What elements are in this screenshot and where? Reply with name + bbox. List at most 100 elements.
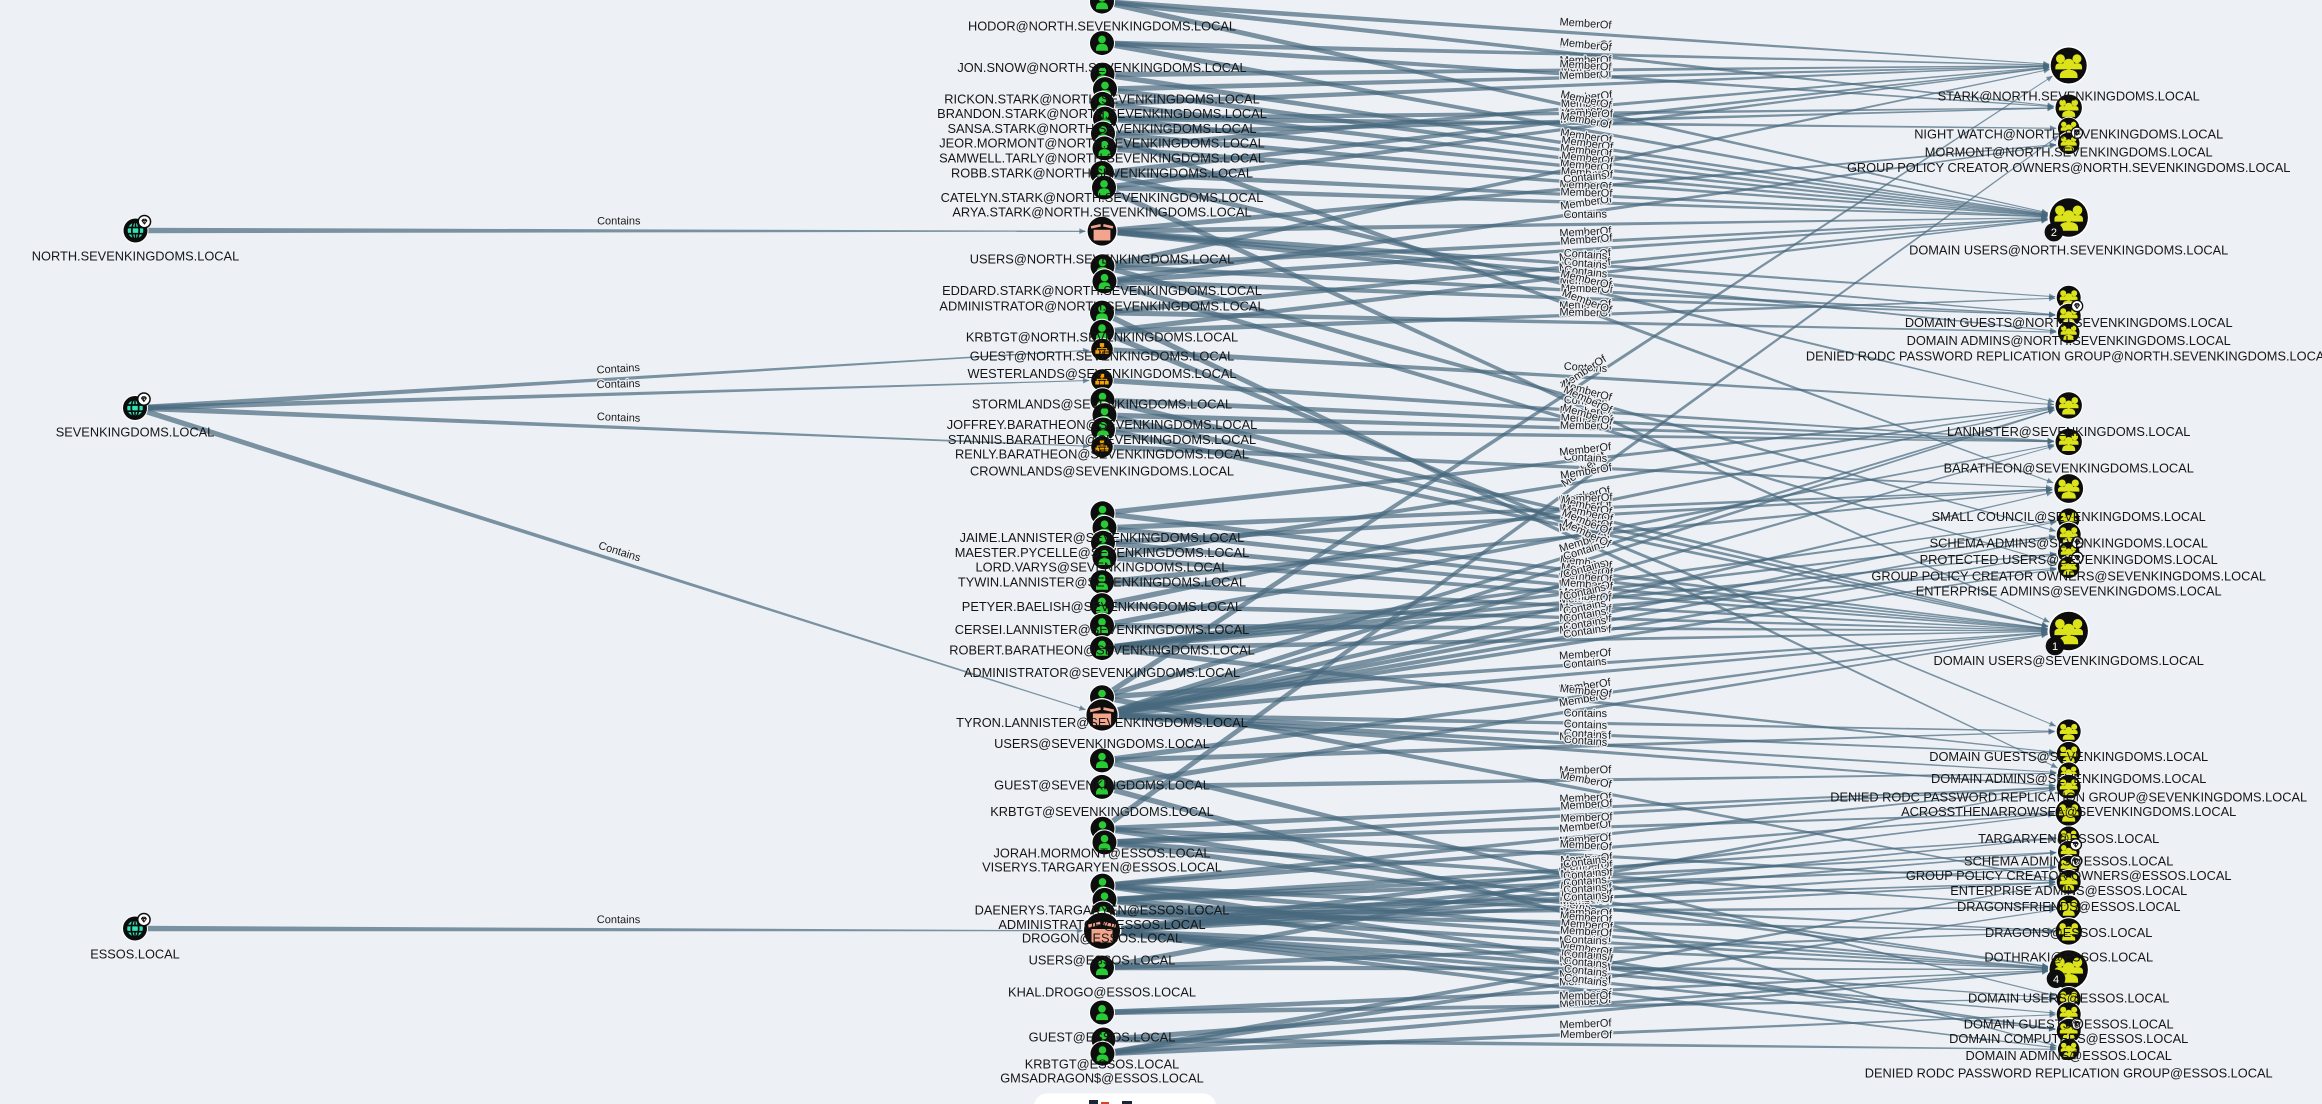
svg-text:MemberOf: MemberOf [1560, 404, 1613, 418]
svg-text:MemberOf: MemberOf [1560, 54, 1613, 66]
svg-text:DOMAIN USERS@ESSOS.LOCAL: DOMAIN USERS@ESSOS.LOCAL [1968, 991, 2169, 1006]
svg-text:MemberOf: MemberOf [1559, 730, 1612, 744]
svg-text:ARYA.STARK@NORTH.SEVENKINGDOMS: ARYA.STARK@NORTH.SEVENKINGDOMS.LOCAL [952, 205, 1251, 220]
svg-text:DOMAIN USERS@SEVENKINGDOMS.LOC: DOMAIN USERS@SEVENKINGDOMS.LOCAL [1933, 653, 2203, 668]
svg-text:LORD.VARYS@SEVENKINGDOMS.LOCAL: LORD.VARYS@SEVENKINGDOMS.LOCAL [976, 560, 1229, 575]
svg-text:MemberOf: MemberOf [1559, 590, 1613, 606]
svg-text:MemberOf: MemberOf [1560, 158, 1614, 175]
svg-text:Contains: Contains [1563, 361, 1608, 376]
svg-text:STORMLANDS@SEVENKINGDOMS.LOCAL: STORMLANDS@SEVENKINGDOMS.LOCAL [972, 397, 1232, 412]
svg-text:ACROSSTHENARROWSEA@SEVENKINGDO: ACROSSTHENARROWSEA@SEVENKINGDOMS.LOCAL [1901, 804, 2236, 819]
svg-text:PROTECTED USERS@SEVENKINGDOMS.: PROTECTED USERS@SEVENKINGDOMS.LOCAL [1920, 552, 2218, 567]
svg-text:MemberOf: MemberOf [1560, 859, 1613, 874]
svg-text:MemberOf: MemberOf [1560, 851, 1614, 866]
svg-text:MORMONT@NORTH.SEVENKINGDOMS.LO: MORMONT@NORTH.SEVENKINGDOMS.LOCAL [1925, 145, 2213, 160]
svg-text:Contains: Contains [1563, 955, 1608, 971]
svg-text:MemberOf: MemberOf [1559, 953, 1612, 965]
svg-text:KHAL.DROGO@ESSOS.LOCAL: KHAL.DROGO@ESSOS.LOCAL [1008, 984, 1196, 999]
svg-text:Contains: Contains [1563, 264, 1608, 281]
svg-text:DOMAIN ADMINS@SEVENKINGDOMS.LO: DOMAIN ADMINS@SEVENKINGDOMS.LOCAL [1931, 771, 2206, 786]
svg-text:GUEST@ESSOS.LOCAL: GUEST@ESSOS.LOCAL [1029, 1029, 1176, 1044]
svg-text:DRAGONSFRIENDS@ESSOS.LOCAL: DRAGONSFRIENDS@ESSOS.LOCAL [1957, 899, 2180, 914]
svg-text:SCHEMA ADMINS@SEVENKINGDOMS.LO: SCHEMA ADMINS@SEVENKINGDOMS.LOCAL [1930, 536, 2208, 551]
svg-text:JOFFREY.BARATHEON@SEVENKINGDOM: JOFFREY.BARATHEON@SEVENKINGDOMS.LOCAL [947, 417, 1257, 432]
svg-text:ADMINISTRATOR@NORTH.SEVENKINGD: ADMINISTRATOR@NORTH.SEVENKINGDOMS.LOCAL [939, 298, 1264, 313]
svg-text:SANSA.STARK@NORTH.SEVENKINGDOM: SANSA.STARK@NORTH.SEVENKINGDOMS.LOCAL [947, 121, 1256, 136]
svg-text:ENTERPRISE ADMINS@SEVENKINGDOM: ENTERPRISE ADMINS@SEVENKINGDOMS.LOCAL [1916, 584, 2222, 599]
svg-text:MemberOf: MemberOf [1560, 1029, 1613, 1042]
svg-text:EDDARD.STARK@NORTH.SEVENKINGDO: EDDARD.STARK@NORTH.SEVENKINGDOMS.LOCAL [942, 283, 1262, 298]
svg-text:NORTH.SEVENKINGDOMS.LOCAL: NORTH.SEVENKINGDOMS.LOCAL [32, 249, 239, 264]
svg-text:Contains: Contains [597, 215, 641, 227]
svg-text:SEVENKINGDOMS.LOCAL: SEVENKINGDOMS.LOCAL [56, 425, 215, 440]
svg-text:MemberOf: MemberOf [1559, 647, 1613, 663]
svg-text:MemberOf: MemberOf [1559, 58, 1613, 73]
svg-text:MemberOf: MemberOf [1560, 925, 1614, 940]
svg-text:MemberOf: MemberOf [1559, 624, 1612, 637]
svg-text:MemberOf: MemberOf [1560, 895, 1613, 907]
svg-text:MemberOf: MemberOf [1559, 590, 1612, 605]
svg-text:MemberOf: MemberOf [1560, 798, 1614, 813]
svg-text:MemberOf: MemberOf [1560, 881, 1613, 895]
svg-text:Contains: Contains [1563, 882, 1608, 897]
svg-text:MemberOf: MemberOf [1559, 990, 1612, 1003]
svg-text:4: 4 [2053, 974, 2059, 986]
svg-text:MemberOf: MemberOf [1559, 306, 1612, 319]
svg-text:MemberOf: MemberOf [1560, 89, 1614, 105]
svg-text:DOMAIN GUESTS@ESSOS.LOCAL: DOMAIN GUESTS@ESSOS.LOCAL [1964, 1016, 2174, 1031]
svg-text:DRAGONS@ESSOS.LOCAL: DRAGONS@ESSOS.LOCAL [1985, 925, 2152, 940]
svg-text:MemberOf: MemberOf [1561, 61, 1614, 74]
svg-text:DOMAIN GUESTS@NORTH.SEVENKINGD: DOMAIN GUESTS@NORTH.SEVENKINGDOMS.LOCAL [1905, 315, 2233, 330]
svg-text:ROBB.STARK@NORTH.SEVENKINGDOMS: ROBB.STARK@NORTH.SEVENKINGDOMS.LOCAL [951, 165, 1253, 180]
svg-text:GROUP POLICY CREATOR OWNERS@ES: GROUP POLICY CREATOR OWNERS@ESSOS.LOCAL [1906, 868, 2232, 883]
svg-text:USERS@SEVENKINGDOMS.LOCAL: USERS@SEVENKINGDOMS.LOCAL [994, 736, 1210, 751]
svg-text:ADMINISTRATOR@SEVENKINGDOMS.LO: ADMINISTRATOR@SEVENKINGDOMS.LOCAL [964, 665, 1240, 680]
svg-text:Contains: Contains [597, 411, 641, 425]
svg-text:MemberOf: MemberOf [1560, 987, 1614, 1003]
svg-text:MemberOf: MemberOf [1560, 811, 1613, 825]
svg-text:Contains: Contains [597, 378, 641, 391]
svg-text:Contains: Contains [1563, 866, 1608, 882]
svg-text:Contains: Contains [1563, 247, 1608, 262]
svg-text:DROGON@ESSOS.LOCAL: DROGON@ESSOS.LOCAL [1022, 930, 1182, 945]
svg-text:MemberOf: MemberOf [1559, 298, 1612, 312]
svg-text:GUEST@SEVENKINGDOMS.LOCAL: GUEST@SEVENKINGDOMS.LOCAL [994, 777, 1210, 792]
svg-text:GMSADRAGON$@ESSOS.LOCAL: GMSADRAGON$@ESSOS.LOCAL [1000, 1071, 1204, 1086]
svg-text:MemberOf: MemberOf [1560, 907, 1613, 920]
svg-text:SMALL COUNCIL@SEVENKINGDOMS.LO: SMALL COUNCIL@SEVENKINGDOMS.LOCAL [1932, 509, 2206, 524]
svg-text:CROWNLANDS@SEVENKINGDOMS.LOCAL: CROWNLANDS@SEVENKINGDOMS.LOCAL [970, 463, 1234, 478]
svg-text:MemberOf: MemberOf [1559, 38, 1612, 51]
svg-text:Contains: Contains [1563, 718, 1607, 732]
svg-text:Contains: Contains [1563, 963, 1608, 979]
svg-text:MemberOf: MemberOf [1560, 492, 1613, 506]
svg-text:PETYER.BAELISH@SEVENKINGDOMS.L: PETYER.BAELISH@SEVENKINGDOMS.LOCAL [962, 599, 1242, 614]
svg-text:Contains: Contains [1563, 890, 1607, 904]
svg-text:MemberOf: MemberOf [1559, 179, 1612, 193]
svg-text:MemberOf: MemberOf [1560, 420, 1613, 433]
svg-text:WESTERLANDS@SEVENKINGDOMS.LOCA: WESTERLANDS@SEVENKINGDOMS.LOCAL [968, 366, 1237, 381]
svg-text:1: 1 [2052, 641, 2058, 653]
svg-text:MemberOf: MemberOf [1559, 1017, 1612, 1031]
svg-text:Contains: Contains [1563, 727, 1608, 742]
svg-text:JORAH.MORMONT@ESSOS.LOCAL: JORAH.MORMONT@ESSOS.LOCAL [993, 846, 1210, 861]
svg-text:MemberOf: MemberOf [1560, 917, 1614, 933]
svg-text:MemberOf: MemberOf [1560, 577, 1614, 593]
svg-text:KRBTGT@ESSOS.LOCAL: KRBTGT@ESSOS.LOCAL [1025, 1056, 1180, 1071]
svg-text:DOTHRAKI@ESSOS.LOCAL: DOTHRAKI@ESSOS.LOCAL [1984, 950, 2153, 965]
svg-text:MemberOf: MemberOf [1561, 412, 1614, 425]
svg-text:JAIME.LANNISTER@SEVENKINGDOMS.: JAIME.LANNISTER@SEVENKINGDOMS.LOCAL [960, 530, 1245, 545]
svg-text:2: 2 [2051, 227, 2057, 239]
svg-text:MemberOf: MemberOf [1559, 602, 1612, 615]
svg-text:MemberOf: MemberOf [1560, 186, 1613, 200]
svg-text:DENIED RODC PASSWORD REPLICATI: DENIED RODC PASSWORD REPLICATION GROUP@S… [1830, 790, 2307, 805]
svg-text:DOMAIN GUESTS@SEVENKINGDOMS.LO: DOMAIN GUESTS@SEVENKINGDOMS.LOCAL [1929, 749, 2208, 764]
svg-text:MemberOf: MemberOf [1560, 166, 1614, 182]
svg-text:ENTERPRISE ADMINS@ESSOS.LOCAL: ENTERPRISE ADMINS@ESSOS.LOCAL [1950, 883, 2187, 898]
svg-text:DENIED RODC PASSWORD REPLICATI: DENIED RODC PASSWORD REPLICATION GROUP@E… [1865, 1066, 2273, 1081]
svg-text:JEOR.MORMONT@NORTH.SEVENKINGDO: JEOR.MORMONT@NORTH.SEVENKINGDOMS.LOCAL [939, 136, 1265, 151]
svg-text:GROUP POLICY CREATOR OWNERS@SE: GROUP POLICY CREATOR OWNERS@SEVENKINGDOM… [1871, 569, 2266, 584]
svg-text:MemberOf: MemberOf [1559, 974, 1612, 988]
svg-text:MemberOf: MemberOf [1560, 867, 1613, 881]
svg-text:CERSEI.LANNISTER@SEVENKINGDOMS: CERSEI.LANNISTER@SEVENKINGDOMS.LOCAL [955, 622, 1250, 637]
svg-text:MemberOf: MemberOf [1559, 764, 1612, 777]
